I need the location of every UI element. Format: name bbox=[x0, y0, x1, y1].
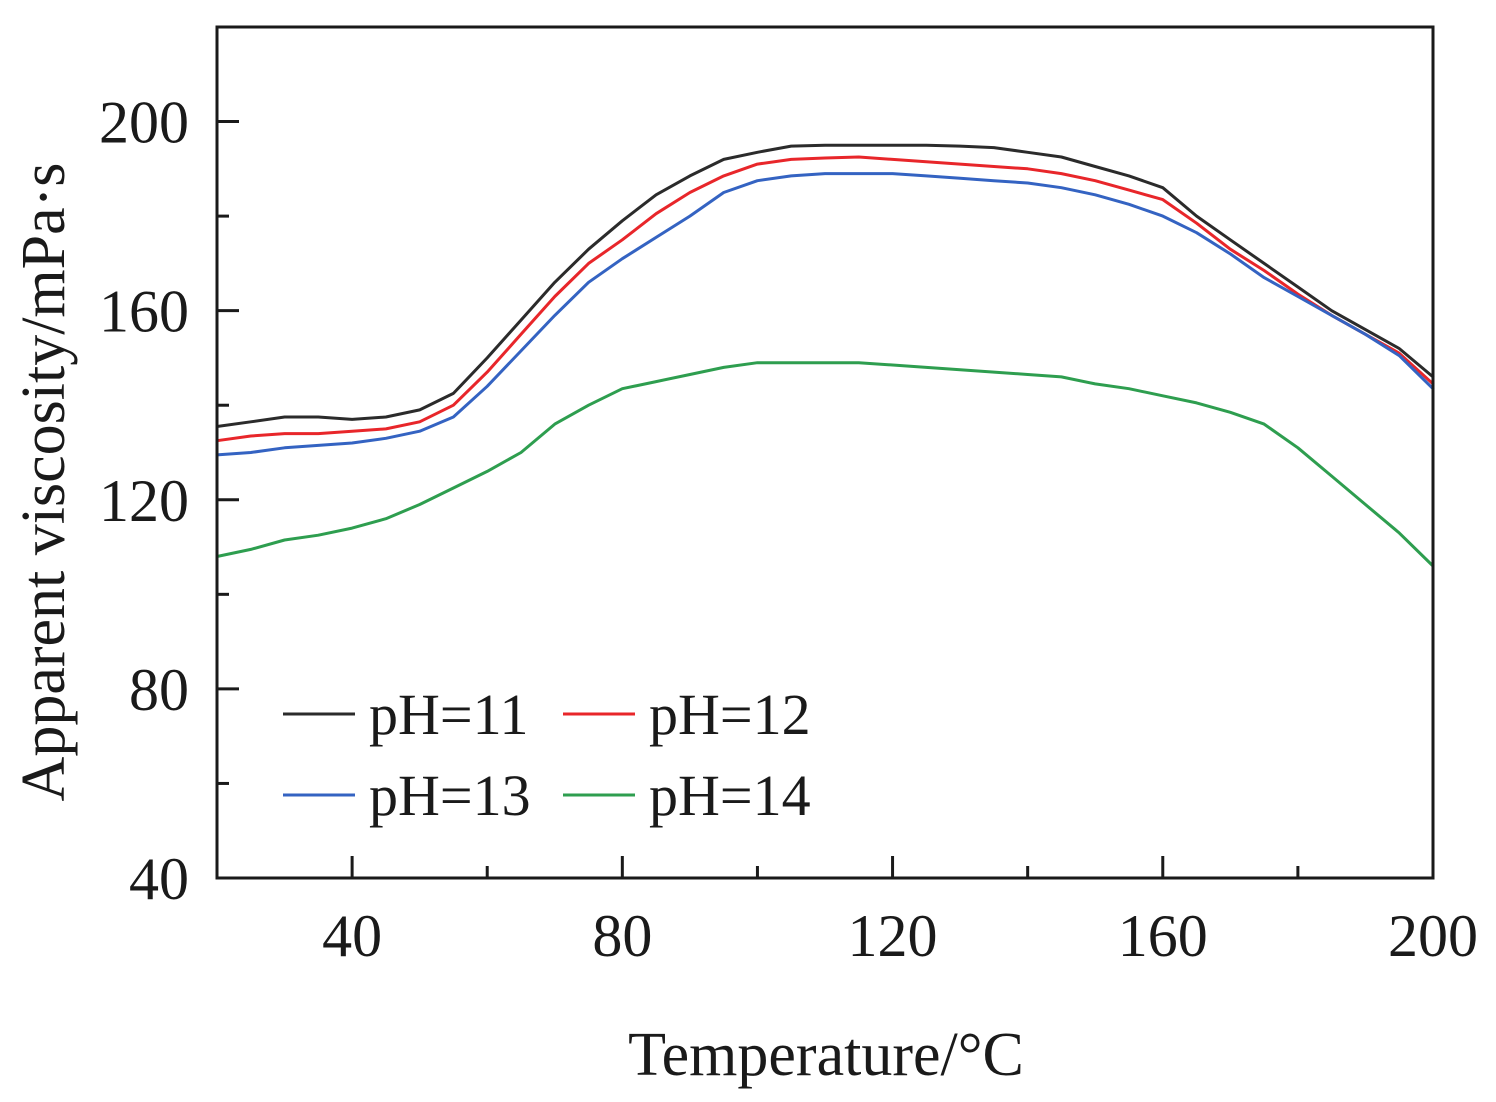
y-tick-label: 160 bbox=[99, 279, 189, 345]
series-line-ph-12 bbox=[215, 155, 1435, 443]
x-tick-label: 80 bbox=[592, 903, 652, 969]
legend-item: pH=12 bbox=[563, 682, 811, 747]
x-tick-label: 200 bbox=[1388, 903, 1478, 969]
series-line-ph-14 bbox=[215, 361, 1435, 568]
y-tick-label: 200 bbox=[99, 90, 189, 156]
y-tick-label: 80 bbox=[129, 657, 189, 723]
legend-label: pH=11 bbox=[369, 682, 528, 747]
series-layer bbox=[215, 143, 1435, 568]
y-axis-title: Apparent viscosity/mPa·s bbox=[10, 163, 78, 802]
x-axis-title: Temperature/°C bbox=[628, 1021, 1024, 1089]
series-line-ph-13 bbox=[215, 172, 1435, 457]
y-tick-label: 120 bbox=[99, 468, 189, 534]
legend-item: pH=13 bbox=[283, 763, 531, 828]
x-tick-label: 120 bbox=[848, 903, 938, 969]
legend-label: pH=14 bbox=[649, 763, 811, 828]
x-tick-label: 160 bbox=[1118, 903, 1208, 969]
legend-label: pH=12 bbox=[649, 682, 811, 747]
legend: pH=11 pH=12 pH=13 pH=14 bbox=[283, 682, 811, 828]
plot-frame bbox=[215, 25, 1435, 880]
x-tick-label: 40 bbox=[322, 903, 382, 969]
y-tick-label: 40 bbox=[129, 846, 189, 912]
axes-layer: 40 80 120 160 200 40 80 120 160 200 bbox=[99, 25, 1478, 969]
series-line-ph-11 bbox=[215, 143, 1435, 428]
legend-item: pH=14 bbox=[563, 763, 811, 828]
legend-label: pH=13 bbox=[369, 763, 531, 828]
legend-item: pH=11 bbox=[283, 682, 528, 747]
